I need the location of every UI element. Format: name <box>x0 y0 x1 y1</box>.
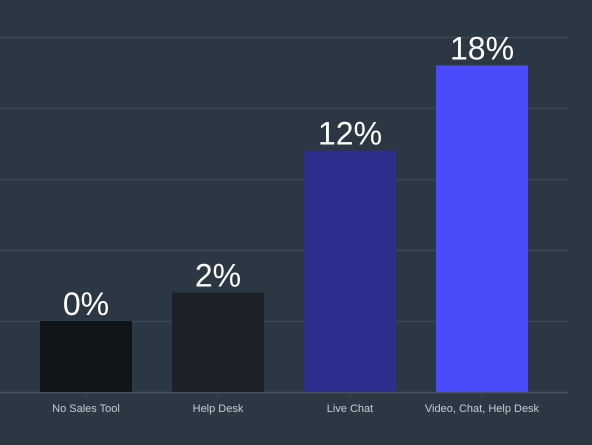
x-tick-label-3: Live Chat <box>327 403 373 415</box>
x-tick-label-4: Video, Chat, Help Desk <box>425 403 540 415</box>
value-label-2: 2% <box>195 258 241 294</box>
value-label-4: 18% <box>450 30 514 66</box>
x-tick-label-1: No Sales Tool <box>52 403 120 415</box>
bar-4 <box>436 65 528 393</box>
x-axis-tick-labels: No Sales Tool Help Desk Live Chat Video, Ch… <box>52 403 539 415</box>
bars <box>40 65 528 393</box>
x-tick-label-2: Help Desk <box>193 403 244 415</box>
value-labels: 0% 2% 12% 18% <box>63 30 514 322</box>
bar-2 <box>172 292 264 392</box>
bar-3 <box>304 150 396 392</box>
value-label-3: 12% <box>318 116 382 152</box>
value-label-1: 0% <box>63 286 109 322</box>
bar-1 <box>40 321 132 392</box>
